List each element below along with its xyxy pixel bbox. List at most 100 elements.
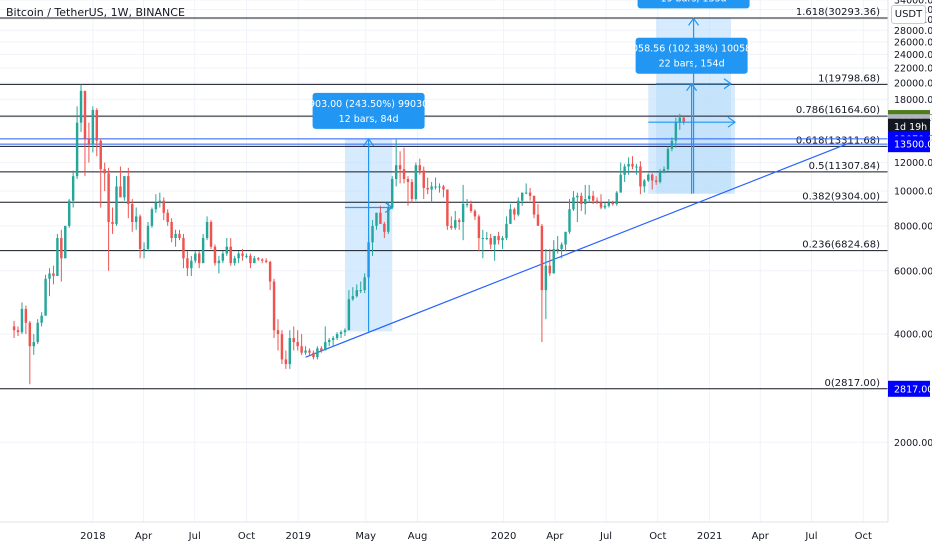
candle xyxy=(643,180,646,187)
price-axis-tick-label: 20000.00 xyxy=(894,78,932,89)
candle xyxy=(426,187,429,190)
candle xyxy=(552,248,555,274)
price-axis-tick-label: 28000.00 xyxy=(894,26,932,37)
fib-level-label: 0.5(11307.84) xyxy=(809,161,881,172)
candle xyxy=(623,166,626,175)
candle xyxy=(631,163,634,167)
candle xyxy=(647,174,650,181)
measure-label-value: 9903.00 (243.50%) 990300 xyxy=(303,99,434,110)
candle xyxy=(225,246,229,254)
candle xyxy=(209,222,213,247)
price-tag-label: 13500.00 xyxy=(894,140,932,151)
measure-label-box xyxy=(635,37,748,74)
measure-label-box xyxy=(637,0,750,9)
candle xyxy=(186,258,189,269)
candle xyxy=(229,246,232,264)
candle xyxy=(28,322,32,347)
candle xyxy=(402,169,406,180)
time-axis-tick-label: Oct xyxy=(649,531,666,542)
candle xyxy=(611,202,615,205)
price-tag xyxy=(888,136,930,153)
candle xyxy=(595,200,599,203)
measure-label-bars: 19 bars, 133d xyxy=(661,0,727,4)
candle xyxy=(217,260,221,264)
time-axis[interactable] xyxy=(0,522,932,550)
time-axis-tick-label: Aug xyxy=(408,531,428,542)
candle xyxy=(339,332,343,335)
candle xyxy=(320,348,323,351)
candle xyxy=(520,192,524,201)
candle xyxy=(347,299,351,331)
time-axis-tick-label: Apr xyxy=(135,531,153,542)
candle xyxy=(138,216,142,249)
candle xyxy=(158,200,162,203)
candle xyxy=(603,205,607,208)
candle xyxy=(83,90,87,139)
measure-label-value: 10058.56 (102.38%) 1005856 xyxy=(620,44,763,55)
chart-title: Bitcoin / TetherUS, 1W, BINANCE xyxy=(6,6,185,19)
candle xyxy=(682,117,685,123)
candle xyxy=(123,176,126,198)
candle xyxy=(580,195,583,205)
candle xyxy=(461,204,465,223)
candle xyxy=(261,259,264,261)
candle xyxy=(32,342,35,347)
candle xyxy=(52,273,55,277)
candle xyxy=(493,235,496,245)
fib-level-label: 0.786(16164.60) xyxy=(796,105,880,116)
price-axis-tick-label: 10000.00 xyxy=(894,187,932,198)
candle xyxy=(355,290,358,297)
candle xyxy=(576,195,579,198)
candle xyxy=(670,140,674,149)
trendline[interactable] xyxy=(305,142,850,358)
candle xyxy=(587,195,591,200)
candle xyxy=(20,308,24,333)
candle xyxy=(288,338,292,365)
time-axis-tick-label: Jul xyxy=(804,531,817,542)
candle xyxy=(253,258,256,264)
candle xyxy=(276,330,280,335)
currency-button[interactable]: USDT xyxy=(891,5,926,24)
candle xyxy=(327,340,331,343)
fib-level-label: 0.236(6824.68) xyxy=(802,240,880,251)
measure-label-bars: 12 bars, 84d xyxy=(339,114,399,125)
candle xyxy=(619,174,622,193)
time-axis-tick-label: Jul xyxy=(188,531,201,542)
fib-level-label: 1(19798.68) xyxy=(818,73,880,84)
candle xyxy=(678,117,682,123)
price-tag-label: 2817.00 xyxy=(894,384,932,395)
time-axis-tick-label: 2021 xyxy=(697,531,722,542)
candle xyxy=(280,334,284,360)
candle xyxy=(300,346,303,353)
candle xyxy=(391,179,394,208)
candle xyxy=(241,253,244,256)
price-axis[interactable] xyxy=(888,0,932,550)
candle xyxy=(24,308,28,323)
candle xyxy=(194,253,197,261)
candle xyxy=(556,248,559,250)
candle xyxy=(509,209,512,224)
candle xyxy=(438,186,441,188)
candle xyxy=(450,225,453,228)
candle xyxy=(469,204,473,211)
candle xyxy=(599,202,603,208)
candle xyxy=(524,192,528,194)
candle xyxy=(615,192,618,205)
measure-arrowhead xyxy=(723,78,733,90)
price-axis-tick-label: 2000.00 xyxy=(894,438,932,449)
candle xyxy=(418,165,422,171)
measure-arrowhead xyxy=(727,116,736,128)
candle xyxy=(434,186,437,188)
candle xyxy=(513,209,516,215)
candle xyxy=(111,222,114,224)
candle xyxy=(182,238,185,259)
candle xyxy=(95,110,99,141)
candle xyxy=(119,186,122,198)
price-axis-tick-label: 26000.00 xyxy=(894,37,932,48)
candle xyxy=(174,233,177,239)
candle xyxy=(351,296,355,300)
candle xyxy=(387,207,390,232)
candle xyxy=(233,258,236,264)
